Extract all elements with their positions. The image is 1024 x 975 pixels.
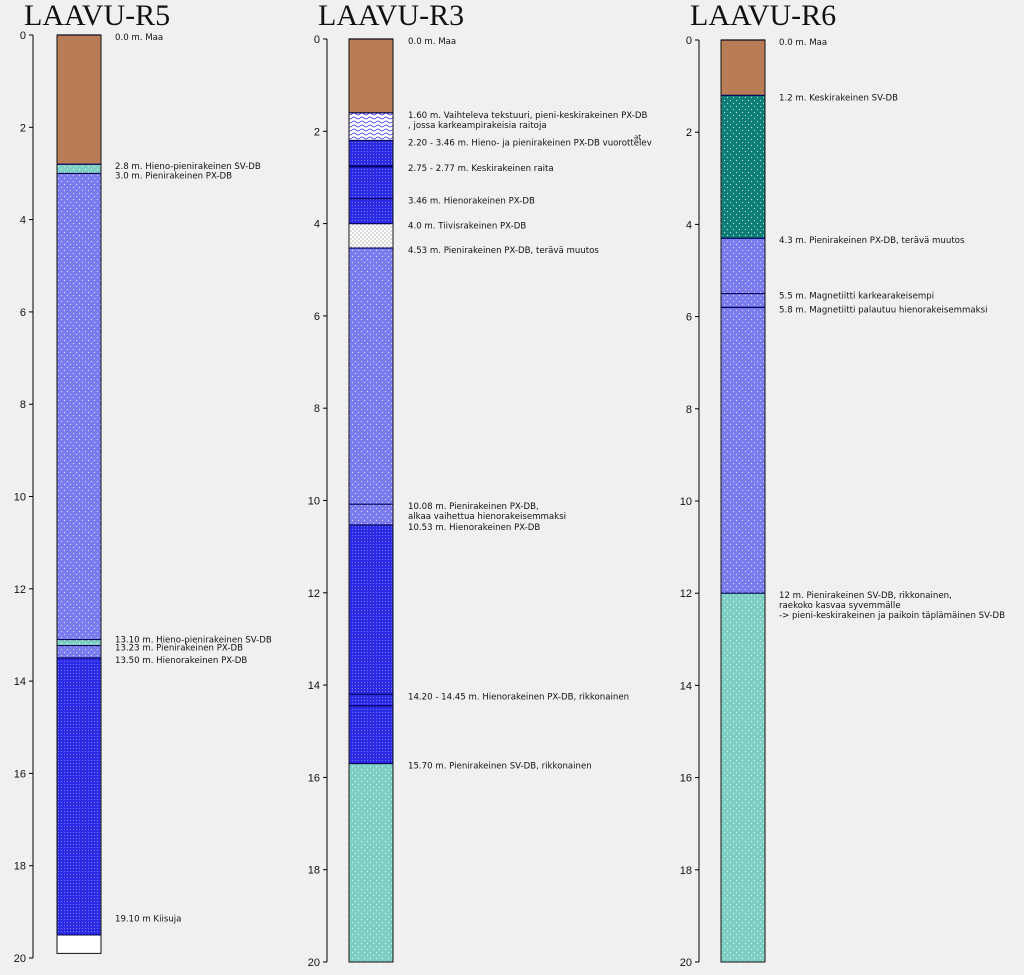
log-laavu-r5: 0 2 4 6 8 10 12 14 16 18 20 0.0 m. Maa 2.8 m. Hieno-… <box>14 30 272 965</box>
depth-tick-label: 14 <box>680 680 692 692</box>
layer-texture <box>349 248 393 505</box>
layer-dense <box>349 223 393 249</box>
depth-tick-label: 2 <box>314 126 320 138</box>
depth-annotation: 2.75 - 2.77 m. Keskirakeinen raita <box>408 164 554 174</box>
depth-tick-label: 20 <box>14 953 26 965</box>
layer-soil <box>349 39 393 113</box>
depth-tick-label: 12 <box>680 588 692 600</box>
log-title-r5: LAAVU-R5 <box>24 0 171 32</box>
depth-tick-label: 16 <box>680 773 692 785</box>
layer-texture <box>57 658 101 935</box>
log-laavu-r3: 0 2 4 6 8 10 12 14 16 18 20 0.0 m. Maa 1.60 m. Vaiht… <box>308 34 652 969</box>
layer-texture <box>57 639 101 646</box>
depth-tick-label: 20 <box>680 957 692 969</box>
depth-tick-label: 6 <box>686 312 692 324</box>
depth-annotation: 15.70 m. Pienirakeinen SV-DB, rikkonaine… <box>408 762 592 772</box>
layer-texture <box>721 307 765 594</box>
layer-texture <box>57 645 101 659</box>
depth-tick-label: 0 <box>686 35 692 47</box>
depth-tick-label: 0 <box>20 30 26 42</box>
depth-annotation: 3.0 m. Pienirakeinen PX-DB <box>115 171 232 181</box>
layer-soil <box>721 40 765 96</box>
layer-wavy <box>349 112 393 141</box>
depth-annotation: 0.0 m. Maa <box>115 33 163 43</box>
depth-tick-label: 2 <box>20 122 26 134</box>
depth-annotation: 10.53 m. Hienorakeinen PX-DB <box>408 523 540 533</box>
layer-texture <box>721 238 765 294</box>
depth-tick-label: 4 <box>20 215 26 227</box>
layer-texture <box>349 140 393 166</box>
layer-texture <box>349 694 393 706</box>
depth-annotation: 2.8 m. Hieno-pienirakeinen SV-DB <box>115 162 261 172</box>
depth-annotation: , jossa karkeampirakeisia raitoja <box>408 121 547 131</box>
layer-texture <box>721 593 765 962</box>
log-laavu-r6: 0 2 4 6 8 10 12 14 16 18 20 0.0 m. Maa 1.2 m. Keskir… <box>680 35 1005 969</box>
depth-tick-label: 12 <box>308 588 320 600</box>
depth-tick-label: 14 <box>14 676 26 688</box>
depth-tick-label: 10 <box>14 492 26 504</box>
layer-texture <box>721 293 765 308</box>
layer-texture <box>721 95 765 239</box>
log-column-outline <box>720 39 766 963</box>
depth-annotation: 5.5 m. Magnetiitti karkearakeisempi <box>779 292 934 302</box>
depth-annotation: 14.20 - 14.45 m. Hienorakeinen PX-DB, ri… <box>408 692 629 702</box>
layer-texture <box>349 504 393 525</box>
depth-tick-label: 2 <box>686 127 692 139</box>
depth-tick-label: 16 <box>308 772 320 784</box>
layer-texture <box>349 524 393 695</box>
depth-annotation: 2.20 - 3.46 m. Hieno- ja pienirakeinen P… <box>408 139 652 149</box>
layer-texture <box>349 198 393 224</box>
depth-annotation: alkaa vaihettua hienorakeisemmaksi <box>408 512 566 522</box>
depth-tick-label: 12 <box>14 584 26 596</box>
depth-tick-label: 4 <box>314 219 320 231</box>
depth-annotation: 10.08 m. Pienirakeinen PX-DB, <box>408 502 539 512</box>
depth-annotation: 4.0 m. Tiivisrakeinen PX-DB <box>408 222 526 232</box>
depth-annotation: 13.23 m. Pienirakeinen PX-DB <box>115 644 243 654</box>
log-column-outline <box>56 34 102 954</box>
depth-annotation: 4.53 m. Pienirakeinen PX-DB, terävä muut… <box>408 246 599 256</box>
depth-annotation: 12 m. Pienirakeinen SV-DB, rikkonainen, <box>779 591 952 601</box>
depth-tick-label: 4 <box>686 219 692 231</box>
depth-annotation: 1.60 m. Vaihteleva tekstuuri, pieni-kesk… <box>408 111 647 121</box>
depth-annotation: 1.2 m. Keskirakeinen SV-DB <box>779 93 898 103</box>
depth-tick-label: 8 <box>686 404 692 416</box>
layer-texture <box>349 166 393 199</box>
depth-annotation: 0.0 m. Maa <box>779 38 827 48</box>
depth-annotation: 19.10 m Kiisuja <box>115 914 181 924</box>
depth-annotation: 5.8 m. Magnetiitti palautuu hienorakeise… <box>779 305 988 315</box>
layer-texture <box>349 763 393 962</box>
layer-texture <box>57 164 101 174</box>
depth-annotation: 3.46 m. Hienorakeinen PX-DB <box>408 197 535 207</box>
depth-tick-label: 10 <box>680 496 692 508</box>
layer-blank <box>57 934 101 954</box>
layer-texture <box>57 173 101 640</box>
depth-tick-label: 0 <box>314 34 320 46</box>
depth-tick-label: 20 <box>308 957 320 969</box>
depth-annotation: 0.0 m. Maa <box>408 37 456 47</box>
annotation-superscript: at <box>634 134 641 142</box>
depth-tick-label: 8 <box>314 403 320 415</box>
depth-tick-label: 16 <box>14 768 26 780</box>
depth-tick-label: 8 <box>20 399 26 411</box>
depth-tick-label: 14 <box>308 680 320 692</box>
depth-annotation: raekoko kasvaa syvemmälle <box>779 601 901 611</box>
depth-annotation: 13.50 m. Hienorakeinen PX-DB <box>115 656 247 666</box>
layer-soil <box>57 35 101 165</box>
depth-tick-label: 18 <box>14 861 26 873</box>
depth-tick-label: 18 <box>680 865 692 877</box>
depth-annotation: -> pieni-keskirakeinen ja paikoin täpläm… <box>779 611 1005 621</box>
log-column-outline <box>348 38 394 963</box>
depth-annotation: 13.10 m. Hieno-pienirakeinen SV-DB <box>115 636 272 646</box>
log-title-r6: LAAVU-R6 <box>690 0 837 32</box>
layer-texture <box>349 705 393 764</box>
depth-tick-label: 10 <box>308 496 320 508</box>
depth-tick-label: 6 <box>314 311 320 323</box>
depth-tick-label: 18 <box>308 865 320 877</box>
depth-tick-label: 6 <box>20 307 26 319</box>
log-title-r3: LAAVU-R3 <box>318 0 465 32</box>
depth-annotation: 4.3 m. Pienirakeinen PX-DB, terävä muuto… <box>779 236 965 246</box>
